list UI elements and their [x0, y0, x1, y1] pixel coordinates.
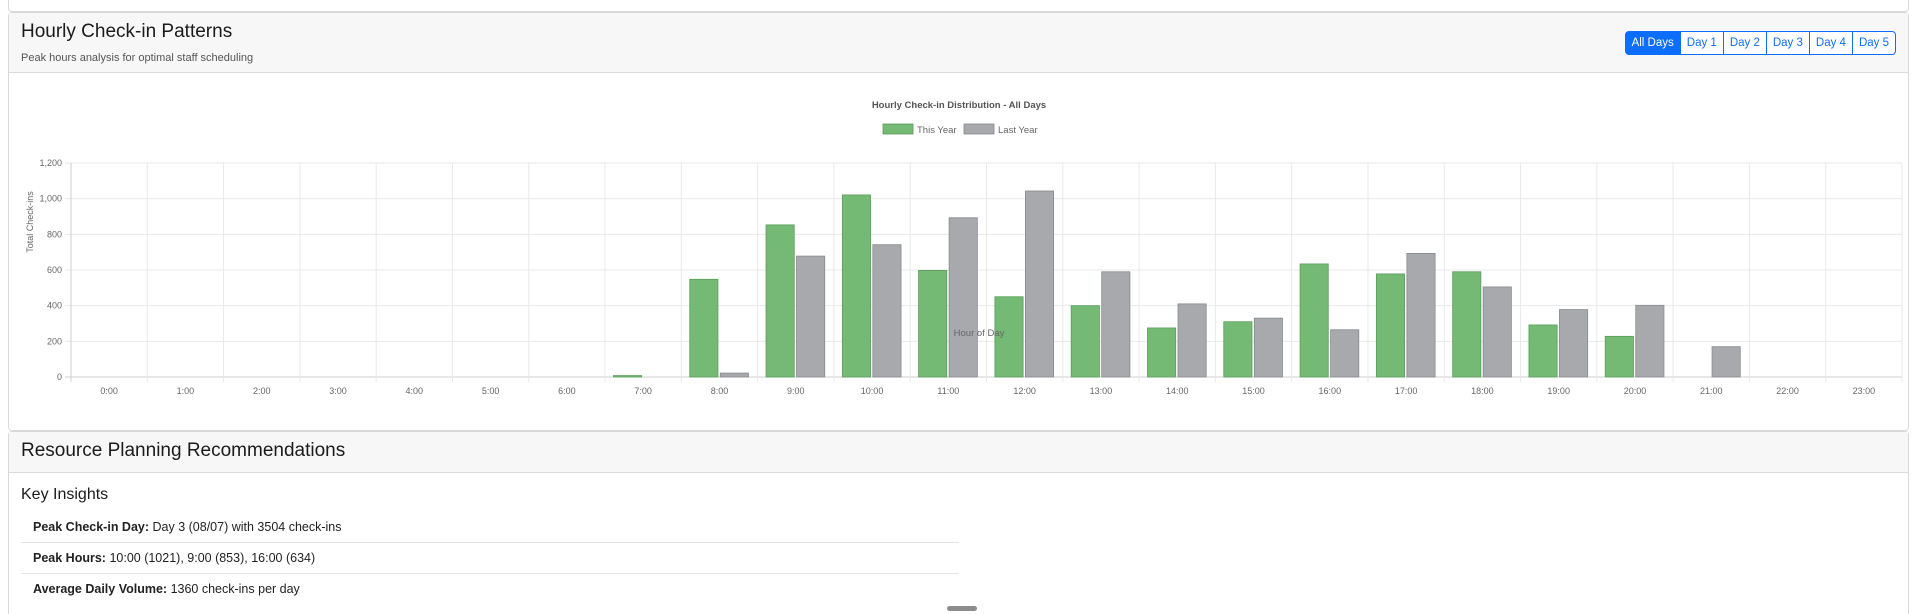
- bar-last-year-1700[interactable]: [1406, 253, 1436, 378]
- insight-value: Day 3 (08/07) with 3504 check-ins: [152, 520, 342, 534]
- insight-list: Peak Check-in Day: Day 3 (08/07) with 35…: [21, 512, 959, 605]
- x-axis-label: Hour of Day: [954, 328, 1005, 339]
- y-tick-label: 800: [47, 229, 62, 239]
- filter-day-3-button[interactable]: Day 3: [1765, 31, 1810, 55]
- card-subtitle: Peak hours analysis for optimal staff sc…: [21, 52, 254, 64]
- filter-day-1-button[interactable]: Day 1: [1679, 31, 1724, 55]
- bar-this-year-2000[interactable]: [1604, 335, 1634, 378]
- insight-value: 10:00 (1021), 9:00 (853), 16:00 (634): [109, 551, 316, 565]
- bar-this-year-1400[interactable]: [1147, 327, 1177, 378]
- y-tick-label: 200: [47, 336, 62, 346]
- bar-this-year-1100[interactable]: [918, 269, 948, 378]
- hourly-checkin-card: Hourly Check-in Patterns Peak hours anal…: [8, 12, 1909, 431]
- legend-label-last-year: Last Year: [998, 125, 1038, 136]
- day-filter-group: All Days Day 1 Day 2 Day 3 Day 4 Day 5: [1624, 31, 1896, 55]
- filter-all-days-button[interactable]: All Days: [1624, 31, 1681, 55]
- x-tick-label: 5:00: [482, 386, 500, 396]
- bar-last-year-2100[interactable]: [1711, 346, 1741, 378]
- previous-card-edge: [8, 0, 1909, 12]
- bar-this-year-700[interactable]: [613, 375, 643, 378]
- chart-title: Hourly Check-in Distribution - All Days: [872, 100, 1046, 111]
- x-tick-label: 13:00: [1090, 386, 1113, 396]
- insight-peak-hours: Peak Hours: 10:00 (1021), 9:00 (853), 16…: [21, 543, 959, 574]
- y-axis-label: Total Check-ins: [25, 191, 35, 253]
- bar-last-year-1600[interactable]: [1330, 329, 1360, 378]
- x-tick-label: 22:00: [1776, 386, 1799, 396]
- x-tick-label: 7:00: [634, 386, 652, 396]
- x-tick-label: 14:00: [1166, 386, 1189, 396]
- x-tick-label: 18:00: [1471, 386, 1494, 396]
- resource-planning-card: Resource Planning Recommendations Key In…: [8, 431, 1909, 614]
- x-tick-label: 17:00: [1395, 386, 1418, 396]
- y-tick-label: 600: [47, 265, 62, 275]
- bar-this-year-1000[interactable]: [841, 194, 871, 378]
- bar-last-year-1100[interactable]: [948, 217, 978, 378]
- x-tick-label: 16:00: [1319, 386, 1342, 396]
- filter-day-5-button[interactable]: Day 5: [1851, 31, 1896, 55]
- insight-label: Peak Hours:: [33, 551, 106, 565]
- insight-label: Peak Check-in Day:: [33, 520, 150, 534]
- x-tick-label: 12:00: [1013, 386, 1036, 396]
- bar-last-year-900[interactable]: [796, 255, 826, 378]
- legend-label-this-year: This Year: [917, 125, 957, 136]
- x-tick-label: 4:00: [406, 386, 424, 396]
- bar-last-year-1800[interactable]: [1482, 286, 1512, 378]
- scroll-handle[interactable]: [947, 606, 977, 611]
- bar-last-year-800[interactable]: [719, 372, 749, 378]
- bar-last-year-1900[interactable]: [1559, 309, 1589, 378]
- x-tick-label: 10:00: [861, 386, 884, 396]
- x-tick-label: 11:00: [937, 386, 959, 396]
- bar-last-year-1400[interactable]: [1177, 303, 1207, 378]
- y-tick-label: 1,000: [39, 194, 62, 204]
- chart-legend: This Year Last Year: [882, 123, 1038, 136]
- filter-day-2-button[interactable]: Day 2: [1722, 31, 1767, 55]
- x-tick-label: 0:00: [100, 386, 118, 396]
- bar-this-year-1200[interactable]: [994, 296, 1024, 378]
- bar-this-year-800[interactable]: [689, 278, 719, 378]
- key-insights-heading: Key Insights: [21, 486, 109, 503]
- card-header: Resource Planning Recommendations: [9, 432, 1908, 473]
- x-tick-label: 15:00: [1242, 386, 1265, 396]
- card-header: Hourly Check-in Patterns Peak hours anal…: [9, 13, 1908, 73]
- x-tick-label: 21:00: [1700, 386, 1723, 396]
- card-title: Hourly Check-in Patterns: [21, 21, 233, 42]
- bar-last-year-1200[interactable]: [1025, 190, 1055, 378]
- x-tick-label: 23:00: [1853, 386, 1876, 396]
- bar-last-year-1300[interactable]: [1101, 271, 1131, 378]
- insight-peak-day: Peak Check-in Day: Day 3 (08/07) with 35…: [21, 512, 959, 543]
- card-title: Resource Planning Recommendations: [21, 440, 346, 461]
- x-tick-label: 8:00: [711, 386, 729, 396]
- y-tick-label: 1,200: [39, 158, 62, 168]
- x-tick-label: 3:00: [329, 386, 347, 396]
- bar-last-year-1500[interactable]: [1253, 317, 1283, 378]
- bar-this-year-1500[interactable]: [1223, 321, 1253, 378]
- y-tick-label: 400: [47, 301, 62, 311]
- insight-average-volume: Average Daily Volume: 1360 check-ins per…: [21, 574, 959, 605]
- insight-value: 1360 check-ins per day: [170, 582, 300, 596]
- filter-day-4-button[interactable]: Day 4: [1808, 31, 1853, 55]
- insight-label: Average Daily Volume:: [33, 582, 168, 596]
- x-tick-label: 1:00: [177, 386, 195, 396]
- bar-this-year-1600[interactable]: [1299, 263, 1329, 378]
- hourly-checkin-chart: 0 200 400 600 800 1,000 1,200 0:00 1:00 2:00 3:00 4…: [25, 100, 1903, 396]
- bar-this-year-1900[interactable]: [1528, 324, 1558, 378]
- bar-this-year-1700[interactable]: [1375, 273, 1405, 378]
- bar-last-year-1000[interactable]: [872, 244, 902, 378]
- bar-this-year-900[interactable]: [765, 224, 795, 378]
- legend-swatch-this-year: [882, 123, 914, 135]
- x-tick-label: 20:00: [1624, 386, 1647, 396]
- x-tick-label: 9:00: [787, 386, 805, 396]
- bar-last-year-2000[interactable]: [1635, 304, 1665, 378]
- bar-this-year-1300[interactable]: [1070, 305, 1100, 378]
- bar-this-year-1800[interactable]: [1452, 271, 1482, 378]
- x-tick-label: 19:00: [1547, 386, 1570, 396]
- y-tick-label: 0: [57, 372, 62, 382]
- x-tick-label: 6:00: [558, 386, 576, 396]
- legend-swatch-last-year: [963, 123, 995, 135]
- x-tick-label: 2:00: [253, 386, 271, 396]
